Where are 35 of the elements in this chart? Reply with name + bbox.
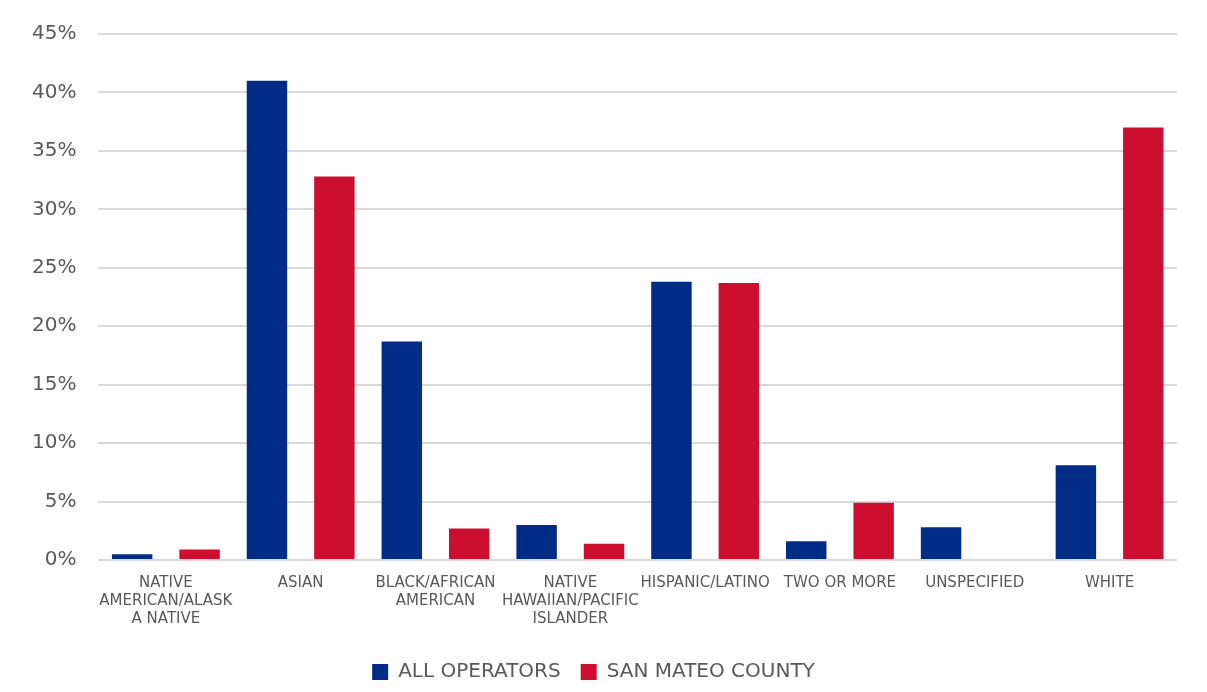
x-tick-label: ASIAN bbox=[277, 572, 324, 591]
y-tick-label: 15% bbox=[32, 370, 77, 395]
x-tick-label: UNSPECIFIED bbox=[925, 572, 1025, 591]
x-tick-label: NATIVE HAWAIIAN/PACIFIC ISLANDER bbox=[501, 572, 639, 627]
x-tick-label: HISPANIC/LATINO bbox=[640, 572, 770, 591]
y-tick-label: 0% bbox=[44, 546, 77, 571]
x-tick-label: WHITE bbox=[1085, 572, 1135, 591]
y-tick-label: 40% bbox=[32, 78, 77, 103]
y-tick-label: 20% bbox=[32, 312, 77, 337]
bar bbox=[583, 543, 625, 559]
bar bbox=[314, 176, 355, 559]
y-tick-label: 5% bbox=[44, 487, 77, 512]
bar bbox=[920, 527, 962, 559]
x-tick-label: NATIVE AMERICAN/ALASKA NATIVE bbox=[99, 572, 234, 627]
bar bbox=[651, 281, 692, 559]
y-tick-label: 45% bbox=[32, 20, 77, 45]
y-tick-label: 25% bbox=[32, 253, 77, 278]
x-tick-label: TWO OR MORE bbox=[782, 572, 897, 591]
y-tick-label: 30% bbox=[32, 195, 77, 220]
bar bbox=[246, 80, 288, 559]
y-tick-label: 10% bbox=[32, 429, 77, 454]
bar bbox=[111, 554, 153, 559]
bar bbox=[516, 524, 557, 559]
bar bbox=[718, 282, 760, 559]
legend-label: SAN MATEO COUNTY bbox=[606, 658, 816, 683]
y-tick-label: 35% bbox=[32, 137, 77, 162]
legend-label: ALL OPERATORS bbox=[398, 658, 561, 683]
bar bbox=[448, 528, 490, 559]
bar bbox=[1055, 465, 1097, 559]
bar bbox=[853, 502, 894, 559]
bar bbox=[179, 549, 220, 559]
x-tick-label: BLACK/AFRICAN AMERICAN bbox=[375, 572, 496, 609]
bar bbox=[786, 541, 827, 559]
bar bbox=[381, 341, 423, 559]
bar bbox=[1123, 127, 1164, 559]
